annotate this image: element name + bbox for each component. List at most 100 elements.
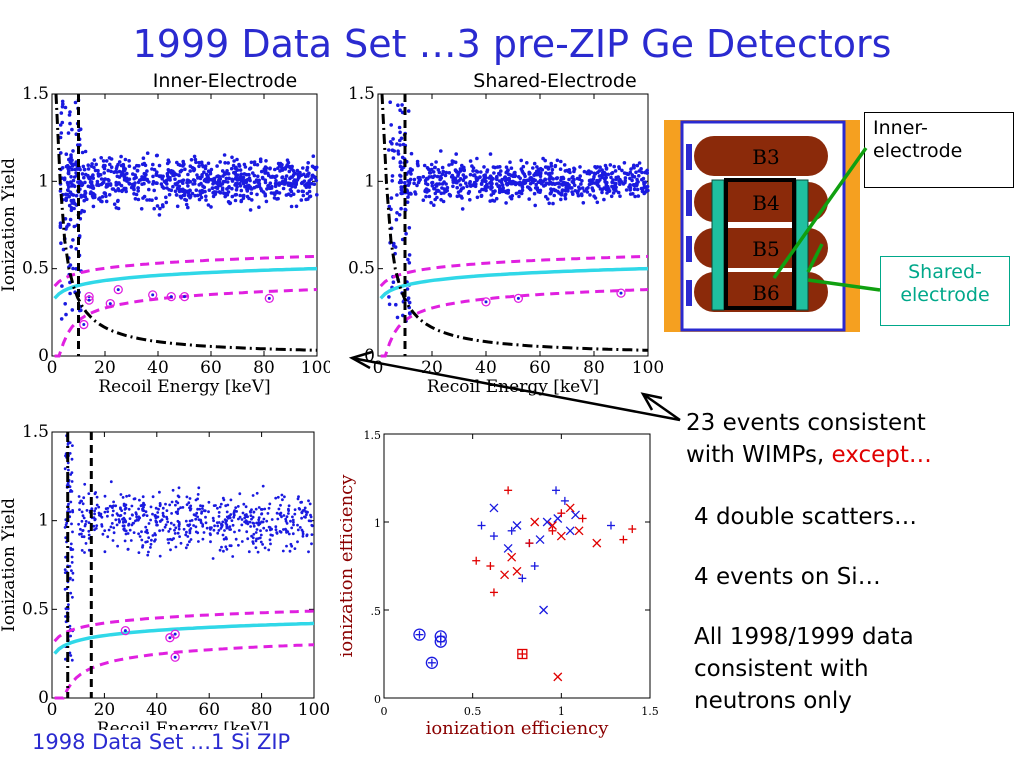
data-point [149, 505, 153, 509]
data-point [292, 523, 295, 527]
data-point [618, 194, 622, 198]
data-point [276, 196, 280, 201]
marker-x [592, 538, 602, 548]
data-point [281, 549, 285, 553]
data-point [67, 203, 72, 208]
data-point [286, 183, 291, 187]
data-point [498, 188, 502, 192]
data-point [508, 195, 513, 199]
data-point [106, 510, 110, 513]
data-point [236, 505, 240, 508]
data-point [439, 149, 443, 153]
data-point [66, 607, 70, 611]
data-point [62, 176, 67, 180]
data-point [109, 169, 113, 174]
data-point [252, 180, 257, 184]
data-point [155, 523, 159, 527]
data-point [284, 193, 289, 197]
data-point [111, 509, 115, 513]
data-point [174, 545, 178, 549]
data-point [421, 175, 426, 179]
data-point [640, 189, 645, 194]
data-point [86, 167, 91, 171]
data-point [196, 531, 200, 535]
data-point [263, 168, 267, 173]
data-point [616, 175, 620, 179]
data-point [233, 530, 236, 534]
data-point [186, 535, 190, 538]
data-point [390, 179, 394, 183]
data-point [398, 173, 402, 178]
data-point [531, 166, 535, 170]
marker-box [517, 648, 528, 660]
data-point [600, 190, 604, 195]
data-point [201, 507, 204, 510]
y-axis-label: Ionization Yield [0, 158, 19, 292]
data-point [117, 169, 122, 174]
marker-stroke [565, 503, 575, 513]
data-point [444, 189, 448, 194]
circled-event-dot [151, 293, 155, 297]
data-point [69, 153, 73, 157]
data-point [240, 518, 244, 521]
data-point [427, 188, 431, 193]
data-point [95, 524, 99, 527]
data-point [157, 163, 162, 168]
data-point [72, 162, 76, 167]
data-point [308, 502, 312, 506]
data-point [208, 170, 213, 174]
data-point [145, 178, 149, 182]
data-point [447, 163, 451, 167]
data-point [301, 509, 305, 513]
data-point [69, 500, 73, 504]
data-point [197, 486, 201, 490]
data-point [395, 315, 400, 320]
data-point [255, 163, 260, 167]
marker-plus [472, 556, 481, 565]
data-point [509, 166, 514, 170]
data-point [553, 164, 557, 169]
data-point [260, 175, 265, 180]
data-point [550, 167, 555, 172]
circled-event [513, 293, 524, 304]
plot-frame [377, 93, 649, 357]
data-point [534, 182, 538, 187]
data-point [70, 522, 73, 526]
data-point [610, 171, 615, 175]
data-point [60, 104, 65, 109]
data-point [70, 184, 74, 188]
data-point [287, 512, 290, 515]
data-point [186, 184, 190, 188]
data-point [588, 193, 592, 197]
data-point [573, 189, 578, 193]
data-point [210, 186, 215, 190]
data-point [544, 194, 548, 199]
data-point [147, 187, 151, 192]
data-point [120, 509, 124, 512]
data-point [263, 165, 268, 169]
data-point [114, 518, 118, 522]
data-point [511, 179, 515, 184]
data-point [67, 507, 70, 511]
data-point [92, 524, 96, 528]
data-point [488, 152, 493, 156]
data-point [472, 180, 477, 185]
data-point [407, 226, 412, 230]
data-point [448, 194, 453, 198]
data-point [579, 182, 583, 186]
marker-x [556, 531, 566, 541]
y-tick-label: 0.5 [348, 259, 375, 279]
data-point [66, 461, 70, 465]
data-point [123, 173, 127, 177]
marker-plus [552, 486, 561, 495]
y-tick-label: 1.5 [22, 422, 49, 442]
data-point [229, 528, 233, 531]
data-point [73, 100, 78, 105]
data-point [219, 502, 223, 506]
marker-plus [489, 532, 498, 541]
data-point [108, 504, 112, 508]
inner-electrode-plot: 0 20 40 60 80 100 0 0.5 1 1.5 Recoil Energy [keV] I… [0, 84, 330, 397]
data-point [147, 198, 152, 202]
data-point [282, 182, 287, 186]
data-point [488, 199, 492, 203]
